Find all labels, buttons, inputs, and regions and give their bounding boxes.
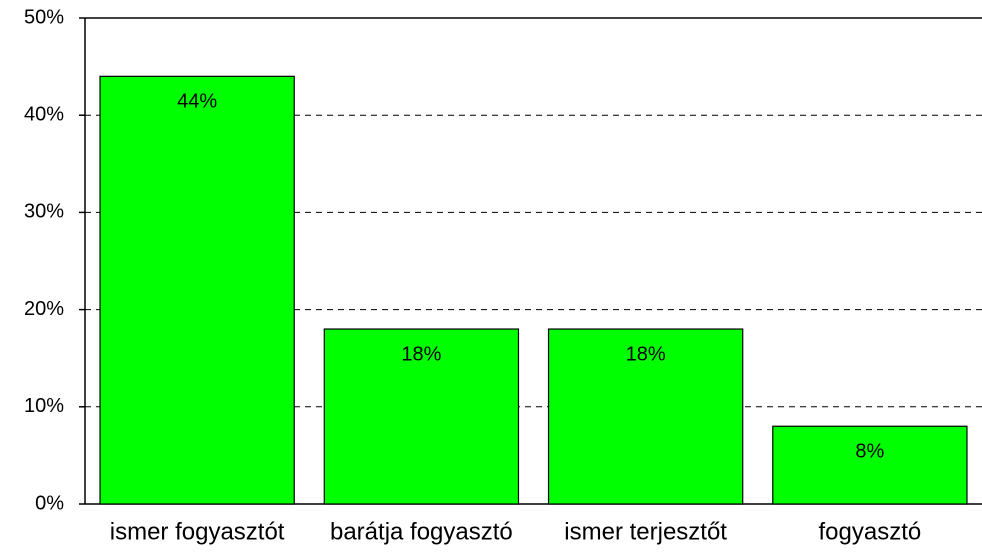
- bar: [772, 425, 968, 505]
- bar: [547, 328, 744, 505]
- x-tick-label: barátja fogyasztó: [330, 518, 513, 545]
- y-tick-label: 40%: [24, 103, 64, 125]
- bar: [323, 328, 520, 505]
- x-tick-label: ismer terjesztőt: [564, 518, 727, 545]
- y-tick-label: 10%: [24, 395, 64, 417]
- x-tick-label: ismer fogyasztót: [110, 518, 285, 545]
- value-label: 18%: [626, 343, 666, 365]
- y-tick-label: 50%: [24, 6, 64, 28]
- y-tick-label: 0%: [35, 492, 64, 514]
- bar: [99, 75, 295, 505]
- value-label: 8%: [855, 441, 884, 463]
- y-tick-label: 30%: [24, 201, 64, 223]
- value-label: 18%: [401, 343, 441, 365]
- x-tick-label: fogyasztó: [819, 518, 922, 545]
- value-label: 44%: [177, 91, 217, 113]
- y-tick-label: 20%: [24, 298, 64, 320]
